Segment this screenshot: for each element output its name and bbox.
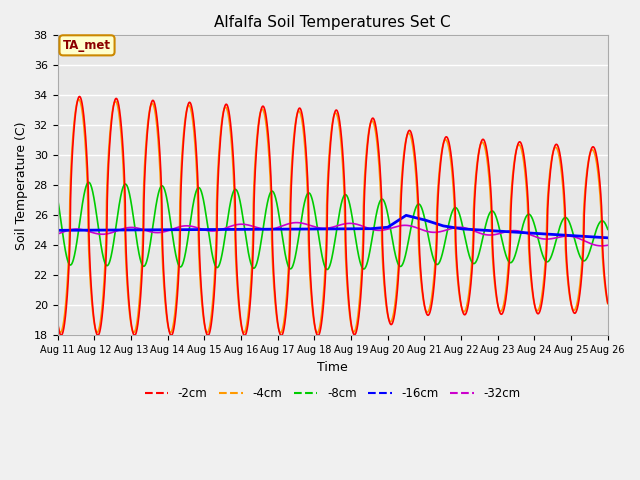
-2cm <box>604 300 612 306</box>
-16cm <box>265 227 273 232</box>
-2cm <box>76 94 83 99</box>
-32cm <box>598 243 605 249</box>
-4cm <box>289 149 296 155</box>
-16cm <box>534 231 541 237</box>
-2cm <box>149 97 157 103</box>
-16cm <box>116 227 124 233</box>
Line: -32cm: -32cm <box>58 223 608 246</box>
-32cm <box>54 231 61 237</box>
-8cm <box>604 227 612 232</box>
-8cm <box>149 222 157 228</box>
-8cm <box>593 224 601 230</box>
-2cm <box>54 318 61 324</box>
-8cm <box>54 195 61 201</box>
-16cm <box>593 234 601 240</box>
-32cm <box>292 220 300 226</box>
-32cm <box>604 242 612 248</box>
X-axis label: Time: Time <box>317 360 348 373</box>
Title: Alfalfa Soil Temperatures Set C: Alfalfa Soil Temperatures Set C <box>214 15 451 30</box>
-8cm <box>534 236 542 241</box>
-4cm <box>604 301 612 307</box>
-8cm <box>289 264 296 269</box>
-2cm <box>116 115 124 120</box>
-32cm <box>534 235 541 240</box>
-4cm <box>314 330 321 336</box>
-16cm <box>54 228 61 233</box>
-8cm <box>265 194 273 200</box>
-4cm <box>149 101 157 107</box>
-16cm <box>604 235 612 240</box>
-2cm <box>534 311 542 317</box>
Line: -8cm: -8cm <box>58 182 608 269</box>
Line: -2cm: -2cm <box>58 96 608 336</box>
Line: -16cm: -16cm <box>58 216 608 238</box>
-4cm <box>593 165 601 170</box>
Line: -4cm: -4cm <box>58 99 608 333</box>
-2cm <box>314 333 322 338</box>
-32cm <box>149 229 157 235</box>
-4cm <box>75 96 83 102</box>
Legend: -2cm, -4cm, -8cm, -16cm, -32cm: -2cm, -4cm, -8cm, -16cm, -32cm <box>140 382 525 404</box>
-16cm <box>403 213 410 218</box>
Y-axis label: Soil Temperature (C): Soil Temperature (C) <box>15 121 28 250</box>
-32cm <box>265 227 273 232</box>
Text: TA_met: TA_met <box>63 39 111 52</box>
-16cm <box>289 226 296 232</box>
-4cm <box>116 124 124 130</box>
-32cm <box>593 242 601 248</box>
-16cm <box>149 227 157 233</box>
-4cm <box>265 150 273 156</box>
-4cm <box>54 321 61 326</box>
-32cm <box>289 220 296 226</box>
-2cm <box>265 138 273 144</box>
-32cm <box>116 227 124 232</box>
-8cm <box>323 266 331 272</box>
-4cm <box>534 308 542 313</box>
-8cm <box>116 195 124 201</box>
-2cm <box>593 157 601 163</box>
-2cm <box>289 158 296 164</box>
-8cm <box>85 180 93 185</box>
